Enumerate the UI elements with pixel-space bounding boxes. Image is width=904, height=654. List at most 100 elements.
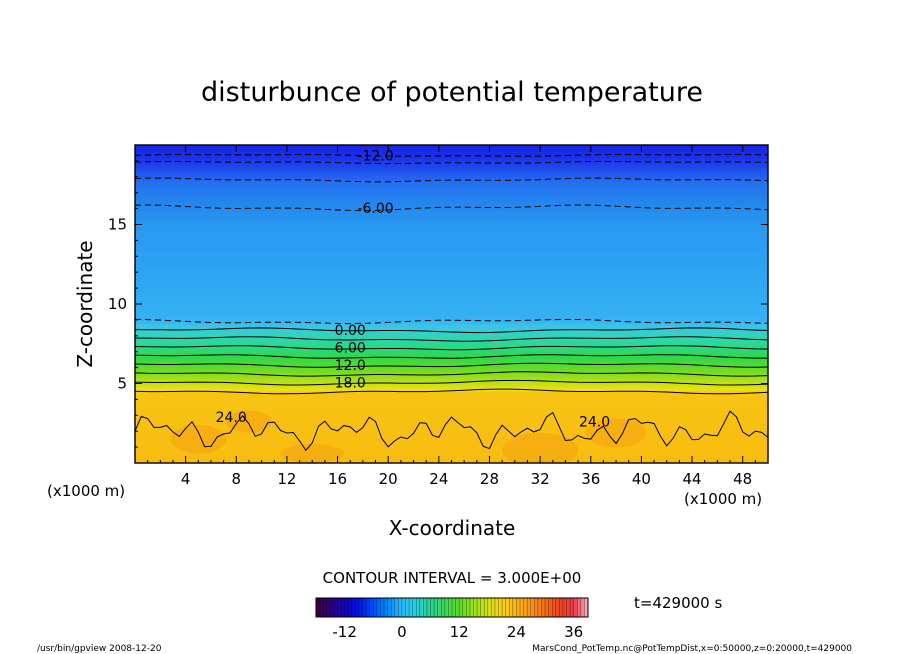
colorbar-cell <box>552 598 557 617</box>
x-unit-right: (x1000 m) <box>684 490 762 508</box>
warm-blob <box>280 443 344 463</box>
colorbar-tick-label: 24 <box>507 623 526 641</box>
y-axis-label: Z-coordinate <box>73 240 97 367</box>
colorbar-cell <box>376 598 381 617</box>
colorbar-cell <box>398 598 403 617</box>
contour-line-positive <box>135 354 768 359</box>
colorbar-ticks: -12 0 12 24 36 <box>332 623 583 641</box>
colorbar-cell <box>355 598 360 617</box>
colorbar-cell <box>426 598 432 617</box>
colorbar-cell <box>452 598 457 617</box>
x-tick-label: 40 <box>632 470 651 488</box>
colorbar-cell <box>573 598 578 617</box>
colorbar-cell <box>469 598 474 617</box>
colorbar-cell <box>319 598 324 617</box>
colorbar-cell <box>498 598 503 617</box>
x-tick-label: 36 <box>581 470 600 488</box>
contour-line-negative <box>135 318 768 325</box>
contour-line-positive <box>135 388 768 395</box>
colorbar-cell <box>466 598 471 617</box>
colorbar-cell <box>384 598 389 617</box>
colorbar-cell <box>434 598 439 617</box>
colorbar-cell <box>358 598 364 617</box>
warm-blob <box>170 424 227 454</box>
colorbar-cell <box>380 598 385 617</box>
colorbar-cell <box>462 598 467 617</box>
contour-line-negative <box>135 204 768 212</box>
x-tick-label: 28 <box>480 470 499 488</box>
colorbar-cell <box>326 598 331 617</box>
colorbar-cell <box>330 598 335 617</box>
colorbar-cell <box>337 598 342 617</box>
chart-title: disturbunce of potential temperature <box>201 77 703 108</box>
time-label: t=429000 s <box>634 594 722 612</box>
colorbar-cell <box>351 598 356 617</box>
warm-blob <box>502 432 579 463</box>
colorbar-cell <box>566 598 571 617</box>
colorbar-tick-label: 12 <box>450 623 469 641</box>
warm-blobs <box>170 410 647 463</box>
contour-label: 0.00 <box>335 323 366 339</box>
x-unit-left: (x1000 m) <box>47 482 125 500</box>
y-tick-label: 15 <box>108 216 127 234</box>
colorbar-cell <box>455 598 460 617</box>
colorbar-cell <box>391 598 396 617</box>
colorbar-cell <box>584 598 589 617</box>
colorbar-cell <box>559 598 564 617</box>
colorbar-cell <box>537 598 542 617</box>
contour-line-negative <box>135 160 768 165</box>
colorbar-cell <box>444 598 449 617</box>
colorbar-cell <box>366 598 371 617</box>
contour-line-negative <box>135 177 768 183</box>
colorbar-cell <box>480 598 485 617</box>
colorbar-cell <box>577 598 582 617</box>
colorbar-cell <box>484 598 489 617</box>
contour-line-positive <box>135 336 768 342</box>
contour-label: -6.00 <box>357 201 393 217</box>
x-tick-label: 8 <box>232 470 242 488</box>
x-tick-label: 16 <box>328 470 347 488</box>
colorbar-cell <box>416 598 421 617</box>
colorbar-cell <box>527 598 532 617</box>
colorbar <box>315 598 589 617</box>
colorbar-cell <box>502 598 507 617</box>
contour-label: 18.0 <box>335 376 366 392</box>
x-tick-label: 4 <box>181 470 191 488</box>
contour-label: 12.0 <box>335 358 366 374</box>
colorbar-cell <box>323 598 328 617</box>
colorbar-cell <box>387 598 392 617</box>
colorbar-cell <box>555 598 560 617</box>
colorbar-cell <box>487 598 492 617</box>
colorbar-cell <box>401 598 406 617</box>
colorbar-cell <box>394 598 399 617</box>
colorbar-frame <box>315 597 589 618</box>
colorbar-cell <box>409 598 414 617</box>
x-tick-label: 48 <box>733 470 752 488</box>
colorbar-cell <box>562 598 568 617</box>
contour-line-positive <box>135 379 768 386</box>
colorbar-cell <box>348 598 353 617</box>
colorbar-cell <box>541 598 546 617</box>
colorbar-cell <box>523 598 528 617</box>
x-tick-label: 20 <box>379 470 398 488</box>
colorbar-cell <box>491 598 496 617</box>
colorbar-tick-label: 36 <box>564 623 583 641</box>
colorbar-cell <box>423 598 428 617</box>
colorbar-cell <box>473 598 478 617</box>
colorbar-cell <box>530 598 535 617</box>
contour-line-24 <box>135 410 768 452</box>
x-axis-label: X-coordinate <box>389 516 516 540</box>
colorbar-cell <box>333 598 338 617</box>
colorbar-cell <box>477 598 482 617</box>
contour-label: 24.0 <box>216 410 247 426</box>
colorbar-cell <box>344 598 349 617</box>
colorbar-cell <box>419 598 424 617</box>
colorbar-cell <box>545 598 550 617</box>
y-axis-ticks: 5 10 15 <box>108 160 768 448</box>
colorbar-cell <box>373 598 378 617</box>
colorbar-tick-label: 0 <box>397 623 407 641</box>
colorbar-cell <box>441 598 446 617</box>
colorbar-cell <box>534 598 539 617</box>
colorbar-cell <box>437 598 442 617</box>
